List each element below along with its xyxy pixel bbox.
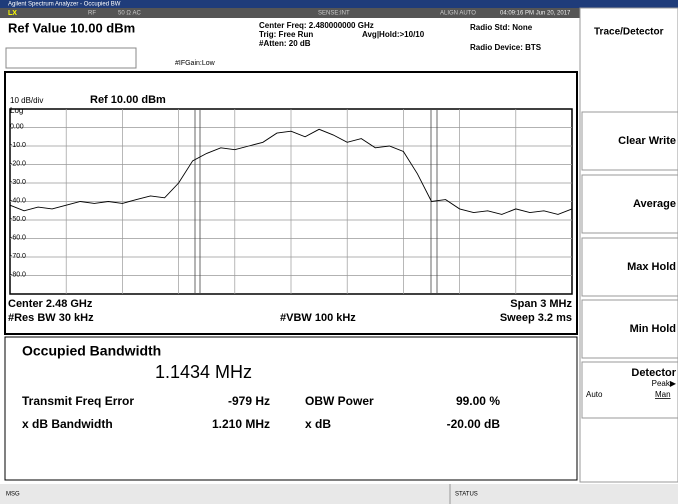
- row-value: -979 Hz: [228, 394, 270, 408]
- trig: Trig: Free Run: [259, 30, 313, 39]
- res-bw: #Res BW 30 kHz: [8, 312, 94, 324]
- status: ALIGN AUTO: [440, 11, 476, 17]
- status: SENSE:INT: [318, 11, 350, 17]
- sweep: Sweep 3.2 ms: [500, 312, 572, 324]
- footer: [0, 484, 678, 504]
- ref-label: Ref 10.00 dBm: [90, 94, 166, 106]
- vbw: #VBW 100 kHz: [280, 312, 356, 324]
- results-title: Occupied Bandwidth: [22, 343, 161, 359]
- window-title: Agilent Spectrum Analyzer - Occupied BW: [8, 2, 121, 8]
- y-tick-label: 0.00: [10, 123, 24, 130]
- menu-title: Trace/Detector: [594, 27, 664, 38]
- row-value: 99.00 %: [456, 394, 500, 408]
- status-bar: [0, 8, 580, 18]
- y-tick-label: -80.0: [10, 271, 26, 278]
- avg-hold: Avg|Hold:>10/10: [362, 30, 425, 39]
- msg: MSG: [6, 492, 20, 498]
- results-frame: [4, 336, 578, 481]
- input-box: [5, 47, 137, 69]
- detector-value: Peak▶: [652, 379, 677, 388]
- scale: 10 dB/div: [10, 96, 43, 105]
- row-label: Transmit Freq Error: [22, 394, 134, 408]
- status: 50 Ω AC: [118, 11, 141, 17]
- menu-button[interactable]: [581, 299, 678, 359]
- y-tick-label: -70.0: [10, 253, 26, 260]
- atten: #Atten: 20 dB: [259, 39, 311, 48]
- row-label: x dB Bandwidth: [22, 417, 113, 431]
- y-tick-label: -20.0: [10, 160, 26, 167]
- ref-value: Ref Value 10.00 dBm: [8, 20, 135, 35]
- if-gain: #IFGain:Low: [175, 60, 216, 67]
- row-label: x dB: [305, 417, 331, 431]
- row-value: 1.210 MHz: [212, 417, 270, 431]
- status: 04:09:16 PM Jun 20, 2017: [500, 11, 571, 17]
- menu-button[interactable]: [581, 111, 678, 171]
- menu-button-label: Average: [633, 198, 676, 210]
- status: LX: [8, 10, 17, 17]
- y-tick-label: -60.0: [10, 234, 26, 241]
- status: RF: [88, 11, 96, 17]
- center: Center 2.48 GHz: [8, 298, 93, 310]
- bandwidth: 1.1434 MHz: [155, 362, 252, 382]
- menu-button-label: Clear Write: [618, 135, 676, 147]
- menu-button-label: Max Hold: [627, 261, 676, 273]
- detector: Detector: [631, 367, 676, 379]
- log: Log: [10, 106, 23, 115]
- menu-buttons: Clear Write Average Max Hold Min Hold: [581, 111, 678, 359]
- detector-button[interactable]: [581, 361, 678, 419]
- auto: Auto: [586, 390, 603, 399]
- menu-button-label: Min Hold: [630, 323, 676, 335]
- title-bar: [0, 0, 678, 8]
- menu-button[interactable]: [581, 237, 678, 297]
- row-value: -20.00 dB: [447, 417, 501, 431]
- y-tick-label: -40.0: [10, 197, 26, 204]
- graph-frame: [4, 71, 578, 335]
- row-label: OBW Power: [305, 394, 374, 408]
- plot: 0.00 -10.0 -20.0 -30.0 -40.0 -50.0 -60.0 -70.0 -…: [9, 108, 573, 295]
- radio-device: Radio Device: BTS: [470, 43, 542, 52]
- menu-button[interactable]: [581, 174, 678, 234]
- y-tick-label: -30.0: [10, 179, 26, 186]
- trace: [9, 128, 573, 215]
- y-tick-label: -10.0: [10, 142, 26, 149]
- span: Span 3 MHz: [510, 298, 572, 310]
- status-label: STATUS: [455, 492, 478, 498]
- radio-std: Radio Std: None: [470, 23, 533, 32]
- y-tick-label: -50.0: [10, 216, 26, 223]
- center-freq: Center Freq: 2.480000000 GHz: [259, 21, 374, 30]
- man: Man: [655, 390, 671, 399]
